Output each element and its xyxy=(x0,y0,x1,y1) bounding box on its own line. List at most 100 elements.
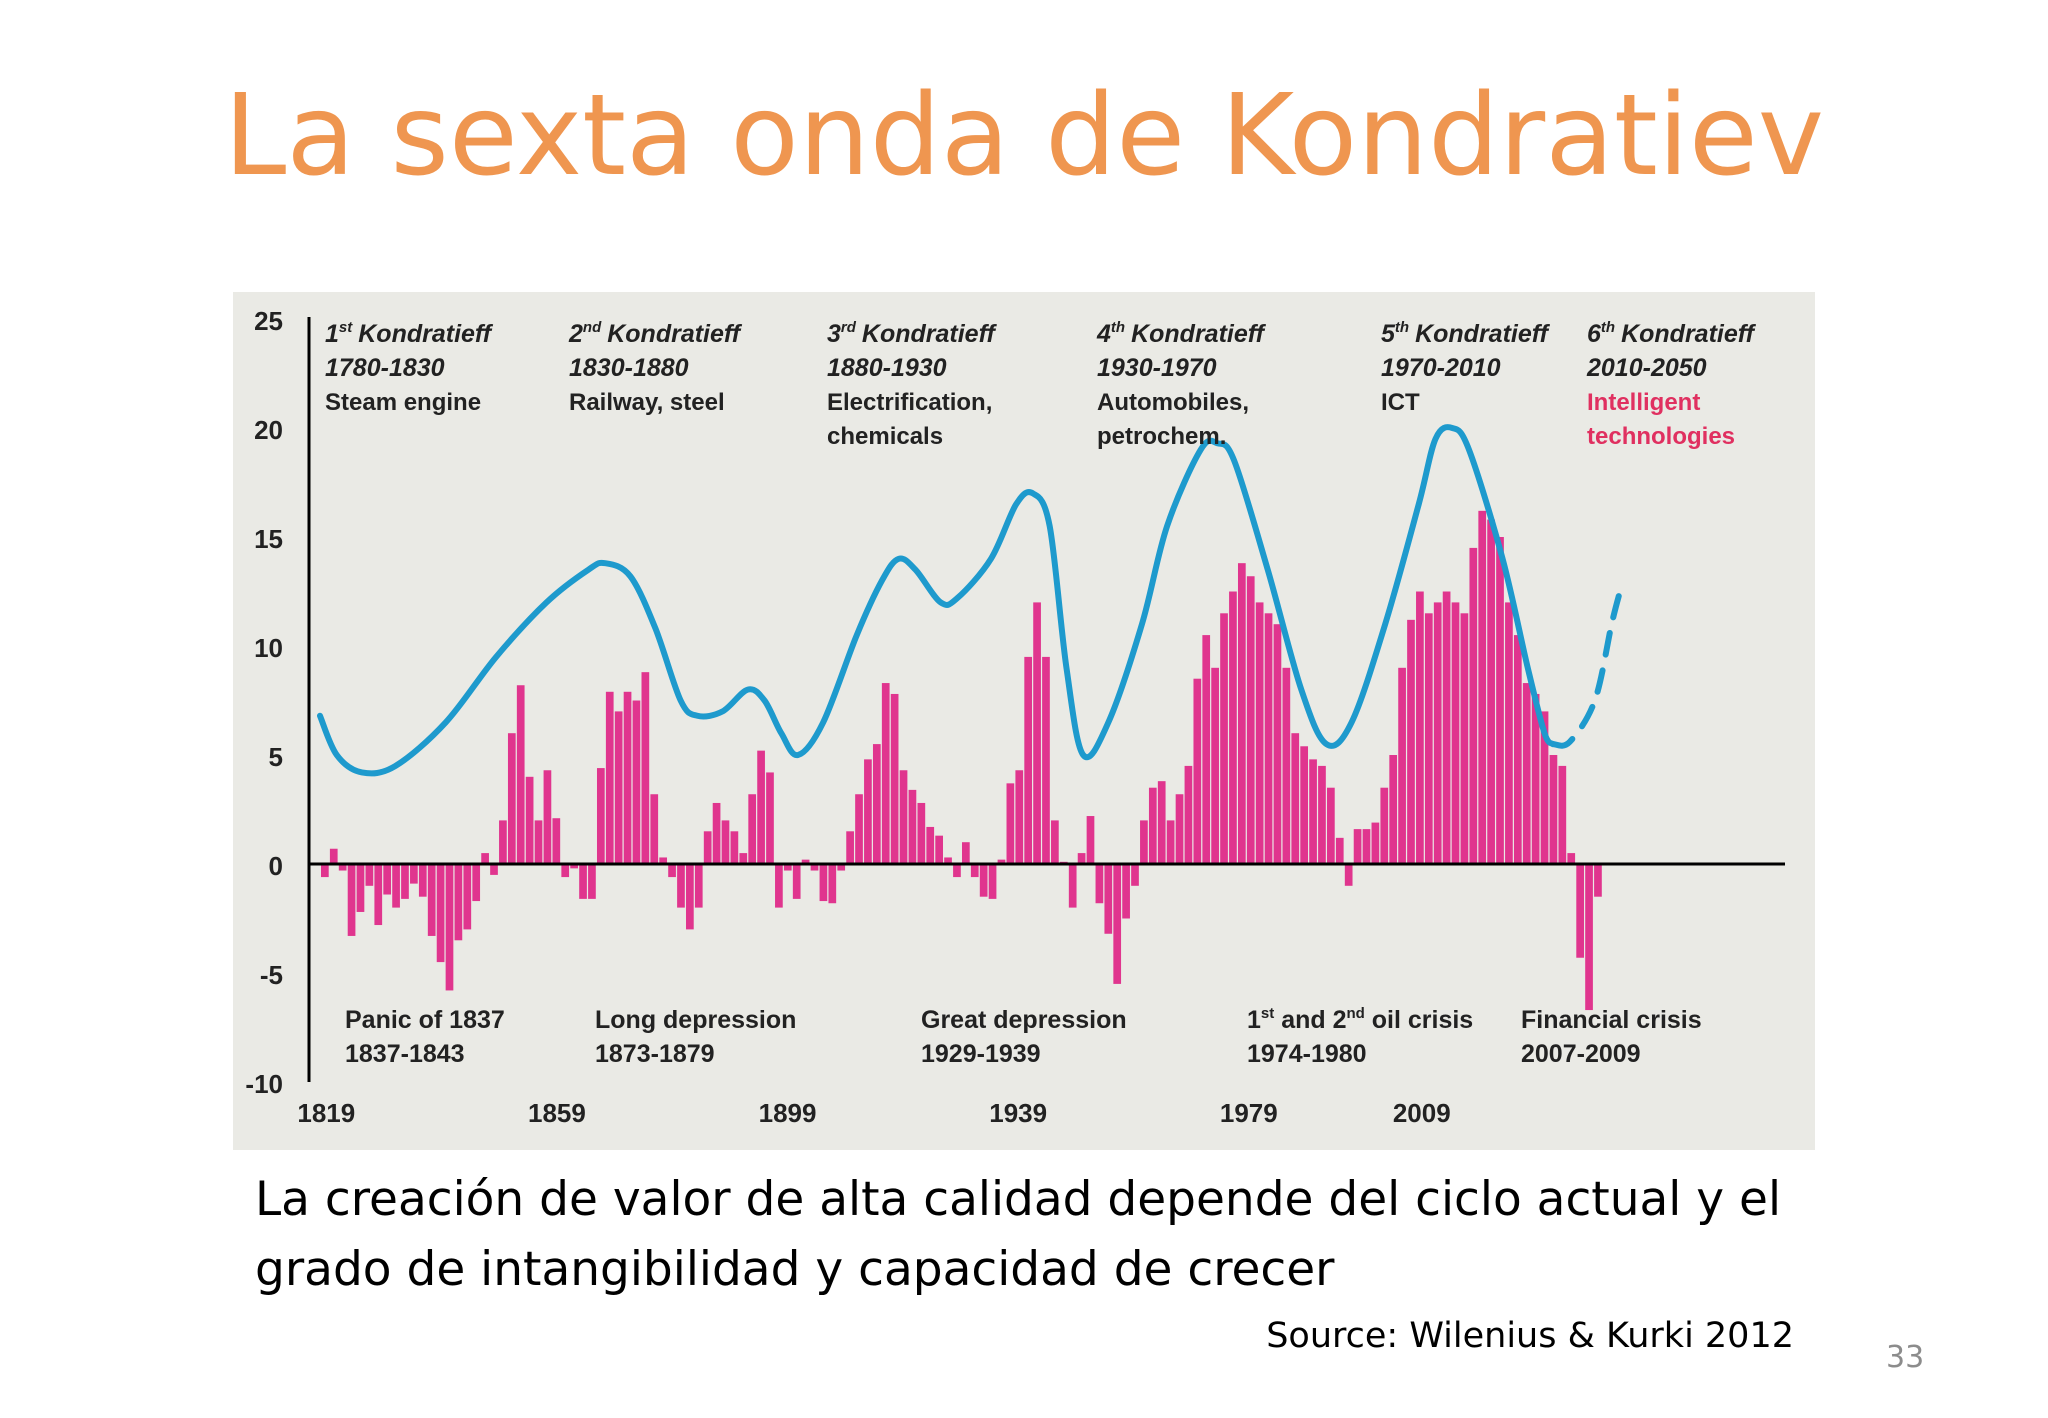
bar xyxy=(846,831,854,864)
bar xyxy=(1015,770,1024,864)
bar xyxy=(561,864,570,878)
crisis-period: 1873-1879 xyxy=(595,1040,715,1068)
wave-theme: Railway, steel xyxy=(569,389,725,416)
bar xyxy=(837,864,846,871)
bar xyxy=(1380,787,1389,864)
bar xyxy=(1549,755,1558,864)
bar xyxy=(1327,787,1335,864)
bar xyxy=(1166,820,1175,864)
page-number: 33 xyxy=(1886,1340,1925,1375)
bar xyxy=(1273,624,1282,864)
bar xyxy=(988,864,997,899)
wave-ordinal-suffix: th xyxy=(1395,319,1409,336)
y-tick-label: 25 xyxy=(254,306,283,336)
bar xyxy=(614,711,623,864)
bar xyxy=(1558,765,1567,864)
wave-theme: Intelligent xyxy=(1587,389,1700,416)
wave-theme: Steam engine xyxy=(325,389,481,416)
kondratieff-wave-line xyxy=(317,424,1556,777)
bar xyxy=(418,864,427,897)
bar xyxy=(427,864,436,936)
wave-ordinal: 2 xyxy=(568,320,583,348)
bar xyxy=(499,820,507,864)
bar xyxy=(1371,822,1380,864)
bar xyxy=(392,864,400,908)
crisis-label-1: Panic of 1837 1837-1843 xyxy=(345,1006,505,1068)
wave-kondratieff: Kondratieff xyxy=(1621,320,1757,348)
y-tick-label: 0 xyxy=(269,851,283,881)
bar xyxy=(1291,733,1300,864)
bar xyxy=(1184,765,1193,864)
x-tick-label: 1939 xyxy=(989,1098,1047,1128)
x-axis-tick-labels: 1819 1859 1899 1939 1979 2009 xyxy=(297,1098,1450,1128)
wave-period: 2010-2050 xyxy=(1586,354,1707,382)
bar xyxy=(1077,853,1086,864)
bar xyxy=(1531,693,1540,864)
bar xyxy=(766,772,774,864)
wave-period: 1830-1880 xyxy=(569,354,689,382)
wave-title: 5th Kondratieff xyxy=(1381,319,1551,348)
crisis-period: 1837-1843 xyxy=(345,1040,465,1068)
crisis-name: Long depression xyxy=(595,1006,796,1034)
bar xyxy=(1522,683,1531,864)
bar xyxy=(1104,864,1113,934)
bar xyxy=(739,853,748,864)
wave-ordinal: 1 xyxy=(325,320,339,348)
bar xyxy=(997,859,1006,864)
bar xyxy=(436,864,445,963)
bar xyxy=(1051,820,1059,864)
wave-label-6: 6th Kondratieff 2010-2050 Intelligent techno… xyxy=(1586,319,1757,450)
bar xyxy=(605,691,614,864)
bar xyxy=(445,864,454,991)
wave-ordinal-suffix: rd xyxy=(841,319,857,336)
bar xyxy=(1086,816,1095,864)
bar xyxy=(872,744,881,864)
bar xyxy=(410,864,418,884)
wave-kondratieff: Kondratieff xyxy=(358,320,494,348)
bar xyxy=(1451,602,1460,864)
bar xyxy=(953,864,961,878)
bar xyxy=(1416,591,1424,864)
bar xyxy=(1344,864,1353,886)
bar xyxy=(1157,781,1166,864)
wave-ordinal-suffix: th xyxy=(1601,319,1615,336)
bar xyxy=(881,683,890,864)
wave-kondratieff: Kondratieff xyxy=(862,320,998,348)
x-tick-label: 1819 xyxy=(297,1098,355,1128)
bar xyxy=(1487,519,1495,864)
crisis-name: 1st and 2nd oil crisis xyxy=(1247,1005,1473,1034)
wave-label-3: 3rd Kondratieff 1880-1930 Electrification, c… xyxy=(827,319,997,450)
bar xyxy=(828,864,837,904)
bar xyxy=(1362,829,1371,864)
bar xyxy=(757,750,765,864)
bar xyxy=(721,820,730,864)
bar xyxy=(1513,635,1522,864)
bar xyxy=(1122,864,1130,919)
bar xyxy=(1264,613,1273,864)
crisis-name-suffix: nd xyxy=(1347,1005,1365,1022)
bar xyxy=(1282,667,1291,864)
bar xyxy=(534,820,543,864)
bar xyxy=(1175,794,1184,864)
crisis-name: Great depression xyxy=(921,1006,1127,1034)
bar xyxy=(899,770,908,864)
bar xyxy=(1594,864,1602,897)
wave-labels: 1st Kondratieff 1780-1830 Steam engine 2nd Ko… xyxy=(325,319,1757,450)
crisis-name-part: and 2 xyxy=(1274,1006,1346,1034)
wave-period: 1780-1830 xyxy=(325,354,445,382)
bar xyxy=(730,831,739,864)
crisis-name-part: 1 xyxy=(1247,1006,1261,1034)
bar xyxy=(347,864,356,936)
wave-kondratieff: Kondratieff xyxy=(1131,320,1267,348)
bar xyxy=(632,700,641,864)
bar xyxy=(908,789,917,864)
bar xyxy=(1335,837,1344,864)
bar xyxy=(1407,619,1415,864)
wave-kondratieff: Kondratieff xyxy=(1415,320,1551,348)
bar xyxy=(1148,787,1157,864)
bar xyxy=(1567,853,1576,864)
bar xyxy=(1237,563,1246,864)
y-tick-label: -10 xyxy=(245,1069,283,1099)
bar xyxy=(356,864,365,912)
